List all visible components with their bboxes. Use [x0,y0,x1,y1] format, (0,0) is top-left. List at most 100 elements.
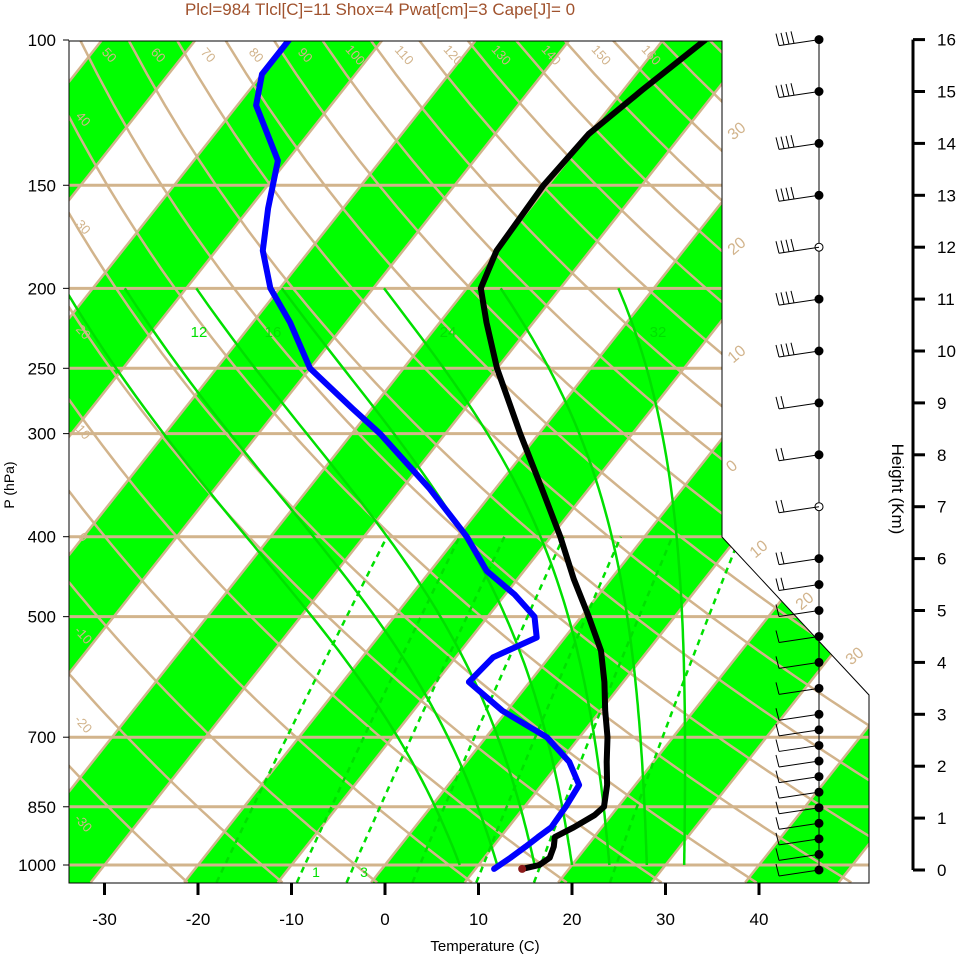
wind-barb-shaft [778,91,820,98]
wind-barb-flag [790,31,795,44]
wind-barb-flag [785,83,790,97]
mixing-ratio-line [295,536,461,883]
dry-adiabat [127,41,869,883]
height-tick-label: 14 [937,134,956,153]
wind-barb-flag [775,85,780,98]
wind-barb-flag [775,344,780,358]
wind-barb-flag [790,186,795,200]
chart-title: Plcl=984 Tlcl[C]=11 Shox=4 Pwat[cm]=3 Ca… [185,0,575,19]
height-tick-label: 1 [937,809,946,828]
wind-barb-flag [780,396,785,409]
isotherm-label: 10 [747,537,772,562]
pressure-tick-label: 250 [28,359,56,378]
height-tick-label: 10 [937,342,956,361]
wind-barb-flag [785,343,790,356]
wind-barb-flag [780,240,785,253]
pressure-axis: 100 150 200 250 300 400 500 700 850 1000 [18,31,69,875]
moist-adiabat [123,287,499,866]
temperature-axis: -30 -20 -10 0 10 20 30 40 [92,882,769,929]
wind-barb-flag [780,499,785,513]
wind-barb-flag [780,32,785,45]
temperature-tick-label: -10 [279,910,304,929]
x-axis-label: Temperature (C) [430,938,539,955]
wind-barb-flag [780,551,785,564]
wind-barb-flag [775,723,780,736]
height-tick-label: 0 [937,861,946,880]
wind-barb-shaft [778,822,820,830]
dry-adiabat [175,41,869,883]
wind-barb-flag [790,238,795,252]
temperature-tick-label: -30 [92,910,117,929]
wind-barb-shaft [778,807,820,815]
mixing-ratio-line [411,536,565,883]
dry-adiabat [69,41,378,883]
wind-barb-shaft [778,661,820,669]
wind-barb-flag [785,31,790,45]
dry-adiabat [69,41,284,883]
isotherm-label: 30 [843,644,868,669]
height-tick-label: 11 [937,290,955,309]
wind-barb-flag [775,552,780,565]
wind-barb-flag [775,786,780,799]
pressure-tick-label: 400 [28,528,56,547]
pressure-tick-label: 700 [28,728,56,747]
height-tick-label: 7 [937,498,946,517]
wind-barb-flag [775,189,780,202]
mixing-ratio-line [608,536,742,883]
wind-barb-shaft [778,760,820,768]
height-tick-label: 8 [937,446,946,465]
mixing-ratio-label: 12 [191,324,208,341]
wind-barb-shaft [778,610,820,617]
isotherm-line [557,41,869,883]
mixing-ratio-label: 32 [650,324,667,341]
wind-barb-shaft [778,744,820,752]
dewpoint-profile [253,41,583,872]
wind-barb-flag [790,83,795,96]
y-axis-label: P (hPa) [1,461,17,508]
wind-barb-flag [775,630,780,643]
wind-barb-shaft [778,142,820,150]
height-tick-label: 3 [937,705,946,724]
isotherm-label: 30 [725,119,750,144]
isotherm-line [69,41,197,883]
surface-parcel-marker [518,864,527,873]
mixing-ratio-line [532,536,674,883]
wind-barb-flag [790,290,795,303]
wind-barb-shaft [778,402,820,410]
temperature-tick-label: -20 [186,910,211,929]
wind-barb-flag [780,344,785,357]
wind-barb-shaft [778,853,820,861]
isotherm-line [0,40,9,882]
wind-barb-flag [775,33,780,46]
wind-barb-flag [775,396,780,410]
wind-barb-flag [775,754,780,768]
height-tick-label: 2 [937,757,946,776]
isotherm-line [370,41,869,883]
wind-barb-flag [775,604,780,617]
wind-barb-shaft [778,635,820,643]
pressure-tick-label: 1000 [18,856,56,875]
mixing-ratio-lines [215,536,742,883]
temperature-tick-label: 40 [750,910,769,929]
sounding-profiles [253,41,709,873]
wind-barb-shaft [778,298,820,306]
moist-adiabat [383,287,611,866]
wind-barb-shaft [778,246,820,254]
plot-frame [68,40,870,884]
temperature-tick-label: 30 [656,910,675,929]
height-tick-label: 6 [937,550,946,569]
mixing-ratio-label: 24 [440,324,457,341]
dry-adiabat [69,41,189,883]
pressure-tick-label: 200 [28,279,56,298]
moist-adiabat-lines [69,287,687,866]
isotherm-line [650,41,869,883]
wind-barb-flag [775,770,780,783]
isotherm-label: 0 [723,457,741,476]
wind-barb-flag [775,708,780,721]
wind-barb-flag [775,241,780,254]
wind-barb-flag [785,187,790,200]
wind-barb-flag [780,577,785,590]
isotherm-label: 20 [793,589,818,614]
wind-barb-shaft [778,791,820,799]
dry-adiabat [69,41,568,883]
